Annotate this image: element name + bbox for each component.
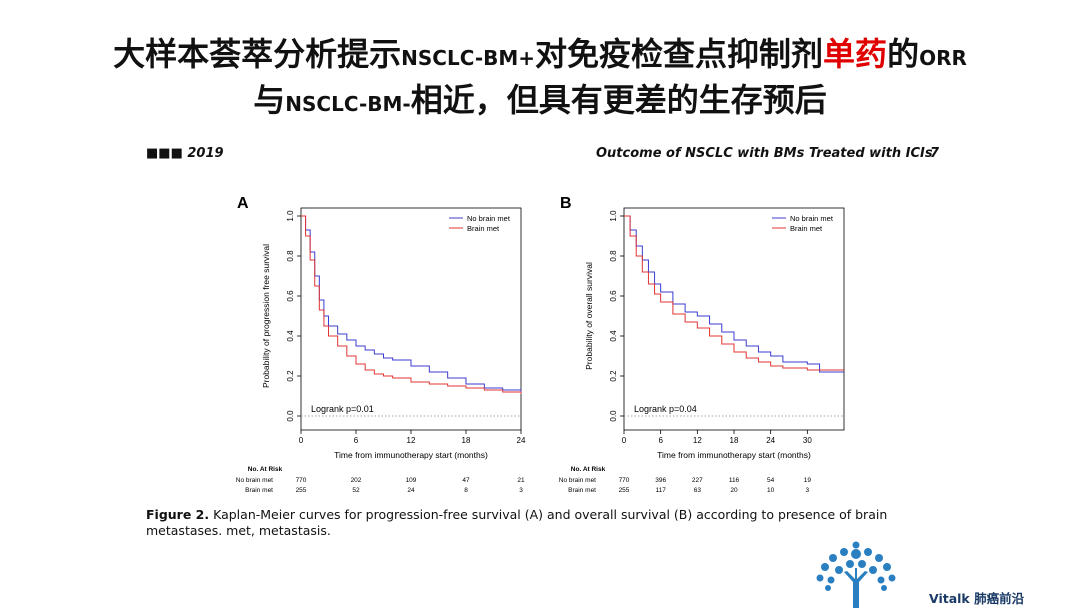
- risk-count: 396: [655, 477, 666, 484]
- risk-count: 54: [767, 477, 775, 484]
- logrank-annotation: Logrank p=0.04: [634, 404, 697, 414]
- risk-count: 20: [730, 487, 738, 494]
- y-tick-label: 1.0: [286, 210, 295, 222]
- journal-year: ■■■ 2019: [146, 146, 224, 161]
- risk-count: 117: [655, 487, 666, 494]
- slide-title-line-2: 与NSCLC-BM-相近，但具有更差的生存预后: [0, 78, 1080, 126]
- x-tick-label: 6: [354, 436, 359, 445]
- risk-row-label: Brain met: [568, 487, 596, 494]
- x-tick-label: 6: [658, 436, 663, 445]
- risk-row-label: Brain met: [245, 487, 273, 494]
- x-tick-label: 18: [462, 436, 471, 445]
- y-tick-label: 0.4: [286, 330, 295, 342]
- y-tick-label: 0.0: [286, 410, 295, 422]
- risk-count: 770: [619, 477, 630, 484]
- series-line-1: [624, 215, 844, 371]
- slide-title-line-1: 大样本荟萃分析提示NSCLC-BM+对免疫检查点抑制剂单药的ORR: [0, 32, 1080, 80]
- x-tick-label: 0: [299, 436, 304, 445]
- risk-table-title: No. At Risk: [248, 466, 283, 473]
- y-tick-label: 0.0: [609, 410, 618, 422]
- risk-count: 3: [806, 487, 810, 494]
- title-segment: ORR: [919, 46, 967, 70]
- running-title: Outcome of NSCLC with BMs Treated with I…: [596, 146, 933, 161]
- x-axis-label: Time from immunotherapy start (months): [657, 450, 811, 460]
- risk-count: 19: [804, 477, 812, 484]
- title-segment: 的: [887, 35, 920, 73]
- title-segment: 对免疫检查点抑制剂: [535, 35, 824, 73]
- risk-count: 202: [351, 477, 362, 484]
- series-line-0: [624, 215, 844, 373]
- panel-letter: B: [560, 195, 572, 212]
- km-chart-b: B 0.0 0.2 0.4 0.6 0.8 1.0 0 6 12 18 24 30 Probability…: [559, 195, 845, 494]
- panel-letter: A: [237, 195, 249, 212]
- logo-text: Vitalk 肺癌前沿: [929, 591, 1025, 606]
- logrank-annotation: Logrank p=0.01: [311, 404, 374, 414]
- page-number: 7: [930, 146, 940, 161]
- series-line-1: [301, 215, 522, 394]
- series-line-0: [301, 215, 522, 392]
- risk-count: 770: [296, 477, 307, 484]
- risk-count: 109: [406, 477, 417, 484]
- title-segment: 相近，但具有更差的生存预后: [410, 81, 827, 119]
- risk-count: 255: [296, 487, 307, 494]
- risk-row-label: No brain met: [559, 477, 596, 484]
- y-tick-label: 0.2: [286, 370, 295, 382]
- x-axis-label: Time from immunotherapy start (months): [334, 450, 488, 460]
- caption-text: Kaplan-Meier curves for progression-free…: [146, 507, 888, 538]
- km-chart-a: A 0.0 0.2 0.4 0.6 0.8 1.0 0 6 12 18 24 Probability o…: [236, 195, 526, 494]
- figure-panel-a: A 0.0 0.2 0.4 0.6 0.8 1.0 0 6 12 18 24 Probability o…: [225, 186, 535, 502]
- x-tick-label: 24: [517, 436, 526, 445]
- legend-label: Brain met: [790, 224, 823, 233]
- x-tick-label: 12: [693, 436, 702, 445]
- risk-count: 227: [692, 477, 703, 484]
- y-tick-label: 0.8: [286, 250, 295, 262]
- title-segment: NSCLC-BM-: [285, 92, 411, 116]
- risk-table-title: No. At Risk: [571, 466, 606, 473]
- y-tick-label: 0.8: [609, 250, 618, 262]
- y-tick-label: 1.0: [609, 210, 618, 222]
- plot-frame: [300, 207, 522, 431]
- x-tick-label: 24: [766, 436, 775, 445]
- y-axis-label: Probability of progression free survival: [261, 244, 271, 388]
- risk-count: 3: [519, 487, 523, 494]
- tree-icon: [806, 540, 906, 612]
- plot-frame: [623, 207, 845, 431]
- y-tick-label: 0.2: [609, 370, 618, 382]
- risk-count: 47: [462, 477, 470, 484]
- x-tick-label: 0: [622, 436, 627, 445]
- x-tick-label: 12: [407, 436, 416, 445]
- x-tick-label: 18: [730, 436, 739, 445]
- risk-count: 10: [767, 487, 775, 494]
- caption-label: Figure 2.: [146, 507, 210, 522]
- risk-row-label: No brain met: [236, 477, 273, 484]
- risk-count: 8: [464, 487, 468, 494]
- risk-count: 255: [619, 487, 630, 494]
- title-segment: 与: [253, 81, 286, 119]
- title-segment: NSCLC-BM+: [401, 46, 536, 70]
- risk-count: 116: [729, 477, 740, 484]
- figure-caption: Figure 2. Kaplan-Meier curves for progre…: [146, 507, 946, 539]
- legend-label: No brain met: [467, 214, 511, 223]
- y-axis-label: Probability of overall survival: [584, 262, 594, 370]
- x-tick-label: 30: [803, 436, 812, 445]
- risk-count: 63: [694, 487, 702, 494]
- title-segment: 大样本荟萃分析提示: [113, 35, 402, 73]
- figure-panel-b: B 0.0 0.2 0.4 0.6 0.8 1.0 0 6 12 18 24 30 Probability…: [548, 186, 858, 502]
- y-tick-label: 0.6: [609, 290, 618, 302]
- risk-count: 21: [517, 477, 525, 484]
- risk-count: 52: [352, 487, 360, 494]
- risk-count: 24: [407, 487, 415, 494]
- y-tick-label: 0.4: [609, 330, 618, 342]
- title-segment: 单药: [823, 35, 888, 73]
- legend-label: No brain met: [790, 214, 834, 223]
- y-tick-label: 0.6: [286, 290, 295, 302]
- legend-label: Brain met: [467, 224, 500, 233]
